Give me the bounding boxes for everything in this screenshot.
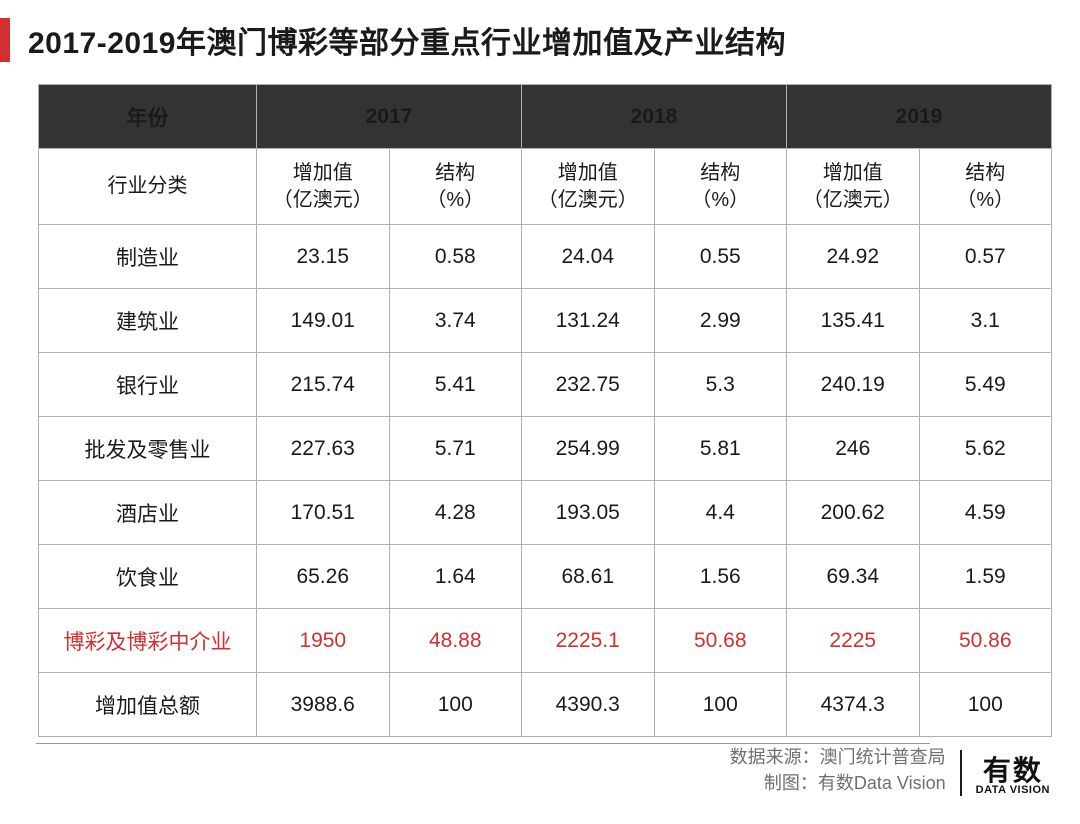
row-label: 增加值总额 (39, 673, 257, 737)
maker-label: 制图： (764, 773, 818, 793)
cell-value: 254.99 (522, 417, 655, 481)
cell-value: 227.63 (257, 417, 390, 481)
table-container: 年份 2017 2018 2019 行业分类 增加值（亿澳元） 结构（%） 增加… (0, 84, 1052, 737)
cell-value: 1950 (257, 609, 390, 673)
cell-value: 215.74 (257, 353, 390, 417)
footer: 数据来源：澳门统计普查局 制图：有数Data Vision 有数 DATA VI… (730, 744, 1050, 796)
table-row: 增加值总额3988.61004390.31004374.3100 (39, 673, 1052, 737)
cell-value: 2225.1 (522, 609, 655, 673)
row-label: 博彩及博彩中介业 (39, 609, 257, 673)
cell-value: 1.59 (919, 545, 1052, 609)
cell-value: 5.71 (389, 417, 522, 481)
sub-share-2019: 结构（%） (919, 149, 1052, 225)
cell-value: 5.62 (919, 417, 1052, 481)
category-label: 行业分类 (39, 149, 257, 225)
row-label: 银行业 (39, 353, 257, 417)
sub-value-2019: 增加值（亿澳元） (787, 149, 920, 225)
cell-value: 0.55 (654, 225, 787, 289)
logo-en: DATA VISION (976, 785, 1050, 796)
cell-value: 131.24 (522, 289, 655, 353)
cell-value: 65.26 (257, 545, 390, 609)
cell-value: 68.61 (522, 545, 655, 609)
table-row: 建筑业149.013.74131.242.99135.413.1 (39, 289, 1052, 353)
cell-value: 100 (389, 673, 522, 737)
cell-value: 5.81 (654, 417, 787, 481)
table-row: 博彩及博彩中介业195048.882225.150.68222550.86 (39, 609, 1052, 673)
cell-value: 4390.3 (522, 673, 655, 737)
cell-value: 240.19 (787, 353, 920, 417)
page-title: 2017-2019年澳门博彩等部分重点行业增加值及产业结构 (28, 18, 786, 62)
cell-value: 2.99 (654, 289, 787, 353)
table-row: 饮食业65.261.6468.611.5669.341.59 (39, 545, 1052, 609)
cell-value: 24.04 (522, 225, 655, 289)
table-row: 批发及零售业227.635.71254.995.812465.62 (39, 417, 1052, 481)
year-2019: 2019 (787, 85, 1052, 149)
header-row-subs: 行业分类 增加值（亿澳元） 结构（%） 增加值（亿澳元） 结构（%） 增加值（亿… (39, 149, 1052, 225)
year-2018: 2018 (522, 85, 787, 149)
accent-tab (0, 18, 10, 62)
maker-line: 制图：有数Data Vision (730, 770, 946, 796)
cell-value: 5.3 (654, 353, 787, 417)
cell-value: 4.28 (389, 481, 522, 545)
row-label: 批发及零售业 (39, 417, 257, 481)
table-row: 酒店业170.514.28193.054.4200.624.59 (39, 481, 1052, 545)
cell-value: 200.62 (787, 481, 920, 545)
sub-value-2017: 增加值（亿澳元） (257, 149, 390, 225)
cell-value: 48.88 (389, 609, 522, 673)
cell-value: 193.05 (522, 481, 655, 545)
cell-value: 23.15 (257, 225, 390, 289)
cell-value: 50.86 (919, 609, 1052, 673)
cell-value: 170.51 (257, 481, 390, 545)
logo-divider (960, 750, 962, 796)
row-label: 饮食业 (39, 545, 257, 609)
source-label: 数据来源： (730, 747, 820, 767)
row-label: 制造业 (39, 225, 257, 289)
cell-value: 135.41 (787, 289, 920, 353)
cell-value: 100 (654, 673, 787, 737)
source-line: 数据来源：澳门统计普查局 (730, 744, 946, 770)
corner-year-label: 年份 (39, 85, 257, 149)
source-value: 澳门统计普查局 (820, 747, 946, 767)
cell-value: 3988.6 (257, 673, 390, 737)
sub-value-2018: 增加值（亿澳元） (522, 149, 655, 225)
cell-value: 1.64 (389, 545, 522, 609)
data-table: 年份 2017 2018 2019 行业分类 增加值（亿澳元） 结构（%） 增加… (38, 84, 1052, 737)
row-label: 建筑业 (39, 289, 257, 353)
table-row: 银行业215.745.41232.755.3240.195.49 (39, 353, 1052, 417)
logo-cn: 有数 (976, 757, 1050, 785)
cell-value: 4.4 (654, 481, 787, 545)
cell-value: 4.59 (919, 481, 1052, 545)
sub-share-2018: 结构（%） (654, 149, 787, 225)
table-row: 制造业23.150.5824.040.5524.920.57 (39, 225, 1052, 289)
cell-value: 24.92 (787, 225, 920, 289)
cell-value: 5.49 (919, 353, 1052, 417)
sub-share-2017: 结构（%） (389, 149, 522, 225)
cell-value: 0.57 (919, 225, 1052, 289)
cell-value: 149.01 (257, 289, 390, 353)
cell-value: 100 (919, 673, 1052, 737)
cell-value: 1.56 (654, 545, 787, 609)
cell-value: 4374.3 (787, 673, 920, 737)
cell-value: 3.1 (919, 289, 1052, 353)
maker-value: 有数Data Vision (818, 773, 946, 793)
year-2017: 2017 (257, 85, 522, 149)
cell-value: 50.68 (654, 609, 787, 673)
cell-value: 0.58 (389, 225, 522, 289)
cell-value: 69.34 (787, 545, 920, 609)
brand-logo: 有数 DATA VISION (976, 757, 1050, 796)
credits: 数据来源：澳门统计普查局 制图：有数Data Vision (730, 744, 946, 796)
cell-value: 2225 (787, 609, 920, 673)
row-label: 酒店业 (39, 481, 257, 545)
header-row-years: 年份 2017 2018 2019 (39, 85, 1052, 149)
cell-value: 5.41 (389, 353, 522, 417)
cell-value: 246 (787, 417, 920, 481)
title-bar: 2017-2019年澳门博彩等部分重点行业增加值及产业结构 (0, 18, 1052, 62)
cell-value: 3.74 (389, 289, 522, 353)
cell-value: 232.75 (522, 353, 655, 417)
